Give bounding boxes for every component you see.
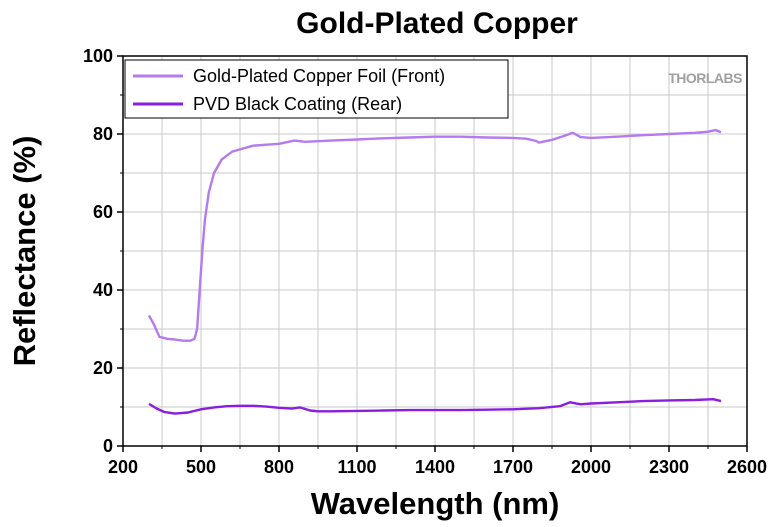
y-tick-label: 80: [93, 124, 113, 144]
legend-label-rear: PVD Black Coating (Rear): [193, 94, 402, 114]
series-line-rear: [148, 398, 722, 415]
series-lines: [147, 128, 722, 415]
y-tick-label: 0: [103, 436, 113, 456]
thorlabs-logo: THORLABS: [668, 70, 742, 86]
x-tick-label: 2300: [649, 457, 689, 477]
y-tick-label: 20: [93, 358, 113, 378]
x-axis-label: Wavelength (nm): [311, 486, 560, 521]
x-tick-label: 1100: [337, 457, 376, 477]
x-tick-label: 2600: [727, 457, 767, 477]
y-tick-label: 40: [93, 280, 113, 300]
y-tick-label: 60: [93, 202, 113, 222]
x-tick-label: 500: [186, 457, 216, 477]
x-tick-label: 200: [108, 457, 138, 477]
legend: Gold-Plated Copper Foil (Front) PVD Blac…: [124, 59, 509, 119]
legend-label-front: Gold-Plated Copper Foil (Front): [193, 66, 445, 86]
y-tick-label: 100: [83, 46, 113, 66]
x-tick-label: 800: [264, 457, 294, 477]
series-line-front: [147, 128, 722, 342]
legend-box: [124, 59, 509, 119]
y-tick-labels: 0 20 40 60 80 100: [83, 46, 113, 456]
y-axis-label: Reflectance (%): [7, 136, 42, 367]
x-tick-label: 1400: [415, 457, 455, 477]
axis-ticks: [117, 55, 748, 452]
x-tick-label: 2000: [571, 457, 611, 477]
x-tick-labels: 200 500 800 1100 1400 1700 2000 2300 2600: [108, 457, 767, 477]
x-tick-label: 1700: [493, 457, 533, 477]
chart-title: Gold-Plated Copper: [296, 7, 578, 40]
